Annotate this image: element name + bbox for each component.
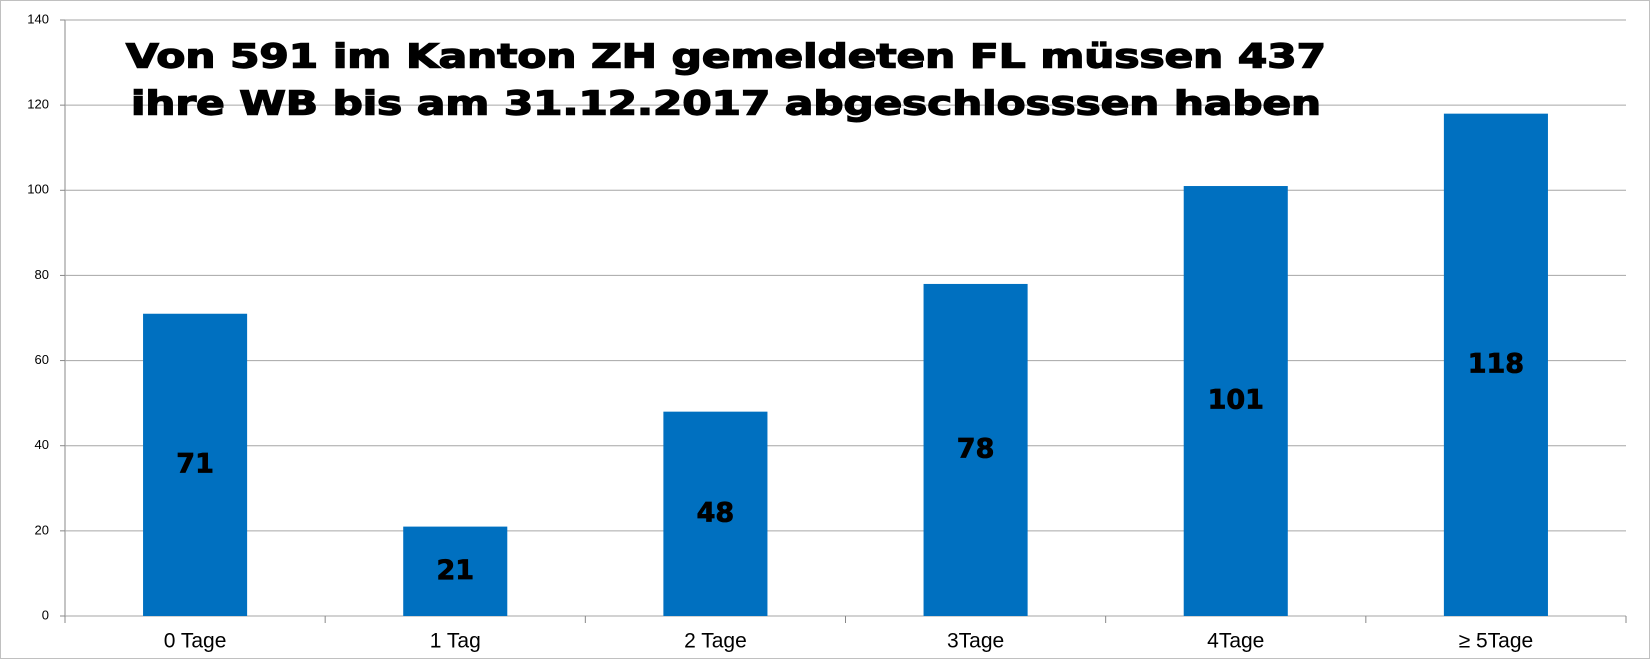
x-tick-label: 2 Tage xyxy=(684,630,747,653)
x-tick-label: 4Tage xyxy=(1207,630,1264,653)
y-tick-label: 140 xyxy=(27,11,49,26)
data-label: 48 xyxy=(697,497,735,528)
bar xyxy=(663,411,768,616)
y-tick-label: 60 xyxy=(35,352,49,367)
y-tick-label: 100 xyxy=(27,182,49,197)
y-tick-label: 40 xyxy=(35,437,49,452)
bar xyxy=(403,526,508,616)
bar xyxy=(923,283,1028,616)
data-label: 71 xyxy=(176,448,214,479)
y-tick-label: 0 xyxy=(42,607,49,622)
bar xyxy=(143,313,248,616)
x-tick-label: 0 Tage xyxy=(164,630,227,653)
bar xyxy=(1443,113,1548,617)
bar xyxy=(1183,186,1288,616)
x-tick-label: 1 Tag xyxy=(430,630,481,653)
data-label: 118 xyxy=(1468,348,1524,379)
annotation: Von 591 im Kanton ZH gemeldeten FL müsse… xyxy=(126,37,1326,76)
y-tick-label: 120 xyxy=(27,97,49,112)
annotation: ihre WB bis am 31.12.2017 abgeschlosssen… xyxy=(131,84,1321,123)
x-tick-label: 3Tage xyxy=(947,630,1004,653)
y-tick-label: 80 xyxy=(35,267,49,282)
data-label: 101 xyxy=(1208,385,1264,416)
y-tick-label: 20 xyxy=(35,522,49,537)
data-label: 21 xyxy=(436,555,474,586)
x-tick-label: ≥ 5Tage xyxy=(1459,630,1534,653)
data-label: 78 xyxy=(957,433,995,464)
